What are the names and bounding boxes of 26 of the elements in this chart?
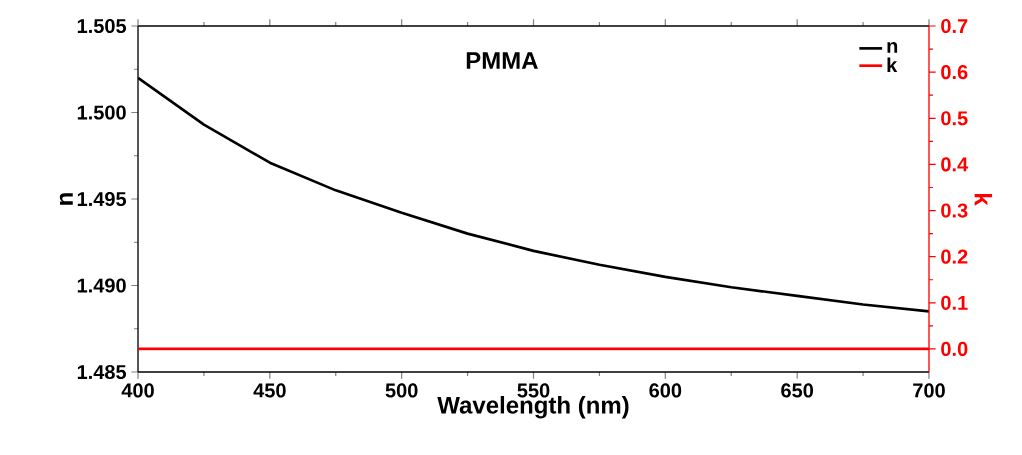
x-axis-title: Wavelength (nm) (437, 396, 629, 419)
x-tick-label: 600 (649, 383, 682, 398)
y2-tick-label: 0.5 (941, 111, 968, 126)
x-tick-label: 450 (253, 383, 286, 398)
y2-tick-label: 0.6 (941, 65, 968, 80)
y-tick-label: 1.505 (77, 18, 127, 34)
y2-tick-label: 0.4 (941, 157, 969, 172)
y-tick-label: 1.490 (77, 278, 126, 293)
y-tick-label: 1.500 (77, 105, 126, 120)
text: PMMA (466, 52, 538, 69)
x-tick-label: 700 (913, 383, 945, 398)
y-axis-title: n (59, 193, 73, 205)
x-tick-label: 400 (121, 383, 154, 398)
x-tick-label: 550 (517, 383, 550, 398)
y2-tick-label: 0.2 (941, 249, 968, 264)
y2-tick-label: 0.0 (941, 341, 968, 357)
legend-label: n (887, 42, 898, 53)
x-tick-label: 650 (781, 383, 814, 398)
x-tick-label: 500 (385, 383, 418, 398)
y-tick-label: 1.485 (77, 364, 127, 380)
y2-axis-title: k (974, 194, 993, 206)
y2-tick-label: 0.3 (941, 203, 968, 218)
y-tick-label: 1.495 (77, 191, 127, 207)
y2-tick-label: 0.7 (941, 18, 968, 34)
y2-tick-label: 0.1 (941, 295, 968, 310)
legend-label: k (887, 57, 898, 72)
